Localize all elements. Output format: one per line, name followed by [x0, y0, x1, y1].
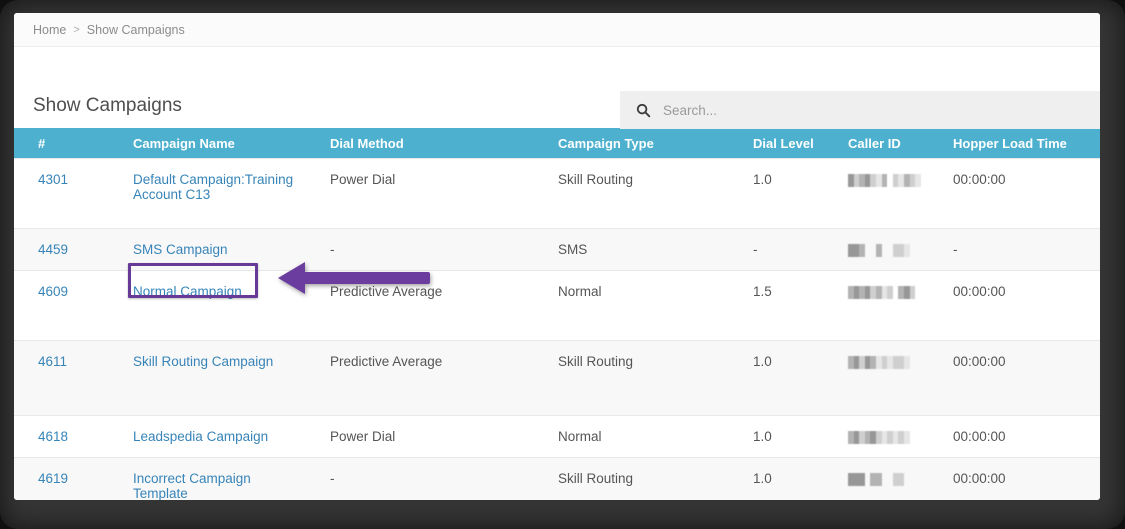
search-box[interactable]: [620, 91, 1100, 129]
breadcrumb-separator: >: [73, 23, 80, 36]
column-header: Campaign Type: [534, 128, 729, 159]
column-header: Campaign Name: [109, 128, 306, 159]
campaign-id-link[interactable]: 4459: [38, 242, 69, 257]
caller-id-redacted: [848, 431, 921, 444]
dial-level-cell: 1.0: [729, 457, 824, 500]
column-header: Dial Method: [306, 128, 534, 159]
campaign-id-link[interactable]: 4301: [38, 172, 69, 187]
campaign-id-link[interactable]: 4611: [38, 354, 68, 369]
campaign-type-cell: Normal: [534, 415, 729, 458]
table-row: 4611 Skill Routing Campaign Predictive A…: [14, 340, 1100, 416]
page-header: Show Campaigns: [14, 47, 1100, 129]
column-header: Dial Level: [729, 128, 824, 159]
campaign-name-link[interactable]: SMS Campaign: [133, 242, 228, 257]
hopper-load-time-cell: 00:00:00: [929, 340, 1100, 416]
column-header: #: [14, 128, 109, 159]
caller-id-redacted: [848, 244, 921, 257]
dial-method-cell: Power Dial: [306, 158, 534, 229]
breadcrumb-current-page: Show Campaigns: [86, 22, 185, 37]
campaign-type-cell: Skill Routing: [534, 457, 729, 500]
dial-level-cell: 1.5: [729, 270, 824, 341]
campaign-name-link[interactable]: Default Campaign:Training Account C13: [133, 172, 294, 202]
caller-id-redacted: [848, 356, 921, 369]
table-row: 4619 Incorrect Campaign Template - Skill…: [14, 457, 1100, 500]
arrow-head: [278, 262, 305, 294]
hopper-load-time-cell: 00:00:00: [929, 415, 1100, 458]
search-icon: [636, 103, 651, 117]
hopper-load-time-cell: 00:00:00: [929, 270, 1100, 341]
campaign-name-link[interactable]: Leadspedia Campaign: [133, 429, 269, 444]
campaigns-table: # Campaign Name Dial Method Campaign Type Di…: [14, 128, 1100, 500]
hopper-load-time-cell: 00:00:00: [929, 457, 1100, 500]
dial-level-cell: 1.0: [729, 158, 824, 229]
annotation-highlight-box: [128, 263, 258, 298]
dial-level-cell: -: [729, 228, 824, 271]
campaign-name-link[interactable]: Incorrect Campaign Template: [133, 471, 251, 500]
table-row: 4618 Leadspedia Campaign Power Dial Norm…: [14, 415, 1100, 458]
campaign-id-link[interactable]: 4618: [38, 429, 69, 444]
arrow-tail: [303, 272, 430, 284]
caller-id-redacted: [848, 473, 921, 486]
caller-id-redacted: [848, 174, 921, 187]
hopper-load-time-cell: 00:00:00: [929, 158, 1100, 229]
table-header-row: # Campaign Name Dial Method Campaign Type Di…: [14, 128, 1100, 159]
page-title: Show Campaigns: [33, 95, 182, 116]
dial-level-cell: 1.0: [729, 340, 824, 416]
dial-method-cell: Predictive Average: [306, 340, 534, 416]
dial-method-cell: -: [306, 457, 534, 500]
dial-level-cell: 1.0: [729, 415, 824, 458]
caller-id-redacted: [848, 286, 921, 299]
campaign-name-link[interactable]: Skill Routing Campaign: [133, 354, 274, 369]
column-header: Caller ID: [824, 128, 929, 159]
dial-method-cell: -: [306, 228, 534, 271]
campaign-type-cell: SMS: [534, 228, 729, 271]
breadcrumb: Home > Show Campaigns: [14, 13, 1100, 47]
campaign-id-link[interactable]: 4609: [38, 284, 69, 299]
breadcrumb-home-link[interactable]: Home: [33, 22, 67, 37]
table-row: 4301 Default Campaign:Training Account C…: [14, 158, 1100, 229]
column-header: Hopper Load Time: [929, 128, 1100, 159]
campaign-type-cell: Skill Routing: [534, 340, 729, 416]
hopper-load-time-cell: -: [929, 228, 1100, 271]
campaign-type-cell: Normal: [534, 270, 729, 341]
dial-method-cell: Power Dial: [306, 415, 534, 458]
show-campaigns-page: Home > Show Campaigns Show Campaigns #Ca…: [14, 13, 1100, 500]
campaign-id-link[interactable]: 4619: [38, 471, 69, 486]
search-input[interactable]: [661, 101, 1100, 119]
campaign-type-cell: Skill Routing: [534, 158, 729, 229]
annotation-arrow: [278, 262, 430, 294]
